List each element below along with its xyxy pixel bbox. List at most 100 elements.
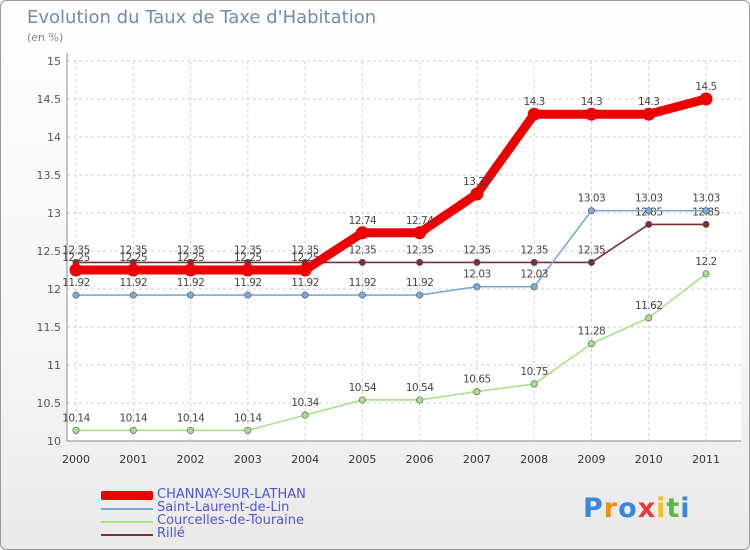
data-label-channay-sur-lathan: 14.3 bbox=[523, 96, 544, 108]
legend-label: Rillé bbox=[157, 526, 185, 541]
data-label-saint-laurent-de-lin: 11.92 bbox=[291, 277, 319, 289]
legend-swatch bbox=[101, 521, 153, 523]
data-point-saint-laurent-de-lin bbox=[473, 283, 481, 291]
data-point-rill- bbox=[358, 258, 366, 266]
y-tick-label: 12 bbox=[47, 283, 61, 296]
x-tick-label: 2009 bbox=[577, 453, 605, 466]
x-tick-label: 2000 bbox=[62, 453, 90, 466]
data-label-saint-laurent-de-lin: 11.92 bbox=[234, 277, 262, 289]
data-label-courcelles-de-touraine: 12.2 bbox=[695, 256, 716, 268]
chart-subtitle: (en %) bbox=[27, 31, 64, 44]
data-point-saint-laurent-de-lin bbox=[72, 291, 80, 299]
series-line-channay-sur-lathan bbox=[71, 94, 711, 275]
data-label-rill-: 12.35 bbox=[463, 244, 491, 256]
y-tick-label: 14.5 bbox=[37, 93, 62, 106]
data-label-saint-laurent-de-lin: 11.92 bbox=[177, 277, 205, 289]
data-point-courcelles-de-touraine bbox=[72, 426, 80, 434]
data-point-saint-laurent-de-lin bbox=[129, 291, 137, 299]
x-tick-label: 2002 bbox=[177, 453, 205, 466]
data-label-channay-sur-lathan: 12.25 bbox=[119, 252, 147, 264]
data-point-courcelles-de-touraine bbox=[530, 380, 538, 388]
logo-letter: t bbox=[666, 493, 681, 524]
data-point-channay-sur-lathan bbox=[699, 92, 713, 106]
x-tick-label: 2010 bbox=[635, 453, 663, 466]
y-tick-label: 12.5 bbox=[37, 245, 62, 258]
data-point-saint-laurent-de-lin bbox=[702, 207, 710, 215]
data-label-courcelles-de-touraine: 11.62 bbox=[635, 300, 663, 312]
data-point-saint-laurent-de-lin bbox=[530, 283, 538, 291]
data-point-channay-sur-lathan bbox=[527, 107, 541, 121]
data-label-courcelles-de-touraine: 10.14 bbox=[177, 412, 205, 424]
data-label-channay-sur-lathan: 12.25 bbox=[234, 252, 262, 264]
data-point-saint-laurent-de-lin bbox=[645, 207, 653, 215]
data-point-channay-sur-lathan bbox=[642, 107, 656, 121]
data-label-channay-sur-lathan: 14.5 bbox=[695, 81, 716, 93]
y-tick-label: 11 bbox=[47, 359, 61, 372]
x-tick-label: 2011 bbox=[692, 453, 720, 466]
data-label-rill-: 12.35 bbox=[349, 244, 377, 256]
logo-letter: r bbox=[603, 493, 619, 524]
data-label-rill-: 12.35 bbox=[119, 244, 147, 256]
data-label-rill-: 12.35 bbox=[520, 244, 548, 256]
legend-label: CHANNAY-SUR-LATHAN bbox=[157, 487, 306, 502]
data-label-rill-: 12.35 bbox=[62, 244, 90, 256]
data-point-courcelles-de-touraine bbox=[244, 426, 252, 434]
data-label-saint-laurent-de-lin: 13.03 bbox=[692, 193, 720, 205]
logo-letter: x bbox=[637, 493, 657, 524]
data-label-saint-laurent-de-lin: 11.92 bbox=[406, 277, 434, 289]
x-tick-label: 2007 bbox=[463, 453, 491, 466]
data-point-saint-laurent-de-lin bbox=[301, 291, 309, 299]
data-point-courcelles-de-touraine bbox=[129, 426, 137, 434]
data-label-courcelles-de-touraine: 11.28 bbox=[578, 326, 606, 338]
data-point-rill- bbox=[416, 258, 424, 266]
data-point-saint-laurent-de-lin bbox=[358, 291, 366, 299]
data-label-saint-laurent-de-lin: 13.03 bbox=[578, 193, 606, 205]
data-label-courcelles-de-touraine: 10.14 bbox=[234, 412, 262, 424]
data-point-rill- bbox=[702, 220, 710, 228]
data-point-channay-sur-lathan bbox=[298, 263, 312, 277]
data-label-channay-sur-lathan: 12.25 bbox=[177, 252, 205, 264]
data-point-rill- bbox=[473, 258, 481, 266]
data-label-courcelles-de-touraine: 10.14 bbox=[119, 412, 147, 424]
data-label-rill-: 12.35 bbox=[291, 244, 319, 256]
legend-label: Courcelles-de-Touraine bbox=[157, 513, 304, 528]
data-point-courcelles-de-touraine bbox=[645, 314, 653, 322]
data-label-saint-laurent-de-lin: 11.92 bbox=[119, 277, 147, 289]
legend-swatch bbox=[101, 534, 153, 536]
chart-title: Evolution du Taux de Taxe d'Habitation bbox=[27, 7, 377, 28]
data-point-channay-sur-lathan bbox=[241, 263, 255, 277]
data-point-channay-sur-lathan bbox=[126, 263, 140, 277]
data-point-saint-laurent-de-lin bbox=[587, 207, 595, 215]
data-label-saint-laurent-de-lin: 13.03 bbox=[635, 193, 663, 205]
y-tick-label: 10.5 bbox=[37, 397, 62, 410]
data-label-saint-laurent-de-lin: 11.92 bbox=[349, 277, 377, 289]
proxiti-logo: Proxiti bbox=[583, 493, 691, 524]
data-label-courcelles-de-touraine: 10.75 bbox=[520, 366, 548, 378]
data-label-courcelles-de-touraine: 10.54 bbox=[406, 382, 434, 394]
data-label-saint-laurent-de-lin: 11.92 bbox=[62, 277, 90, 289]
data-label-channay-sur-lathan: 12.74 bbox=[349, 215, 377, 227]
data-label-courcelles-de-touraine: 10.34 bbox=[291, 397, 319, 409]
y-tick-label: 13.5 bbox=[37, 169, 62, 182]
y-tick-label: 13 bbox=[47, 207, 61, 220]
data-point-channay-sur-lathan bbox=[470, 187, 484, 201]
data-point-rill- bbox=[530, 258, 538, 266]
data-point-saint-laurent-de-lin bbox=[244, 291, 252, 299]
data-label-channay-sur-lathan: 14.3 bbox=[638, 96, 659, 108]
series-line-rill- bbox=[75, 223, 707, 264]
data-label-rill-: 12.35 bbox=[177, 244, 205, 256]
series-line-saint-laurent-de-lin bbox=[75, 209, 707, 296]
x-tick-label: 2001 bbox=[119, 453, 147, 466]
data-point-courcelles-de-touraine bbox=[358, 396, 366, 404]
data-label-channay-sur-lathan: 13.25 bbox=[463, 176, 491, 188]
y-tick-label: 10 bbox=[47, 435, 61, 448]
logo-letter: P bbox=[583, 493, 604, 524]
data-label-rill-: 12.35 bbox=[406, 244, 434, 256]
logo-letter: i bbox=[680, 493, 691, 524]
y-tick-label: 11.5 bbox=[37, 321, 62, 334]
data-label-courcelles-de-touraine: 10.54 bbox=[349, 382, 377, 394]
logo-letter: o bbox=[618, 493, 638, 524]
series-line-courcelles-de-touraine bbox=[75, 272, 707, 432]
data-label-rill-: 12.35 bbox=[578, 244, 606, 256]
